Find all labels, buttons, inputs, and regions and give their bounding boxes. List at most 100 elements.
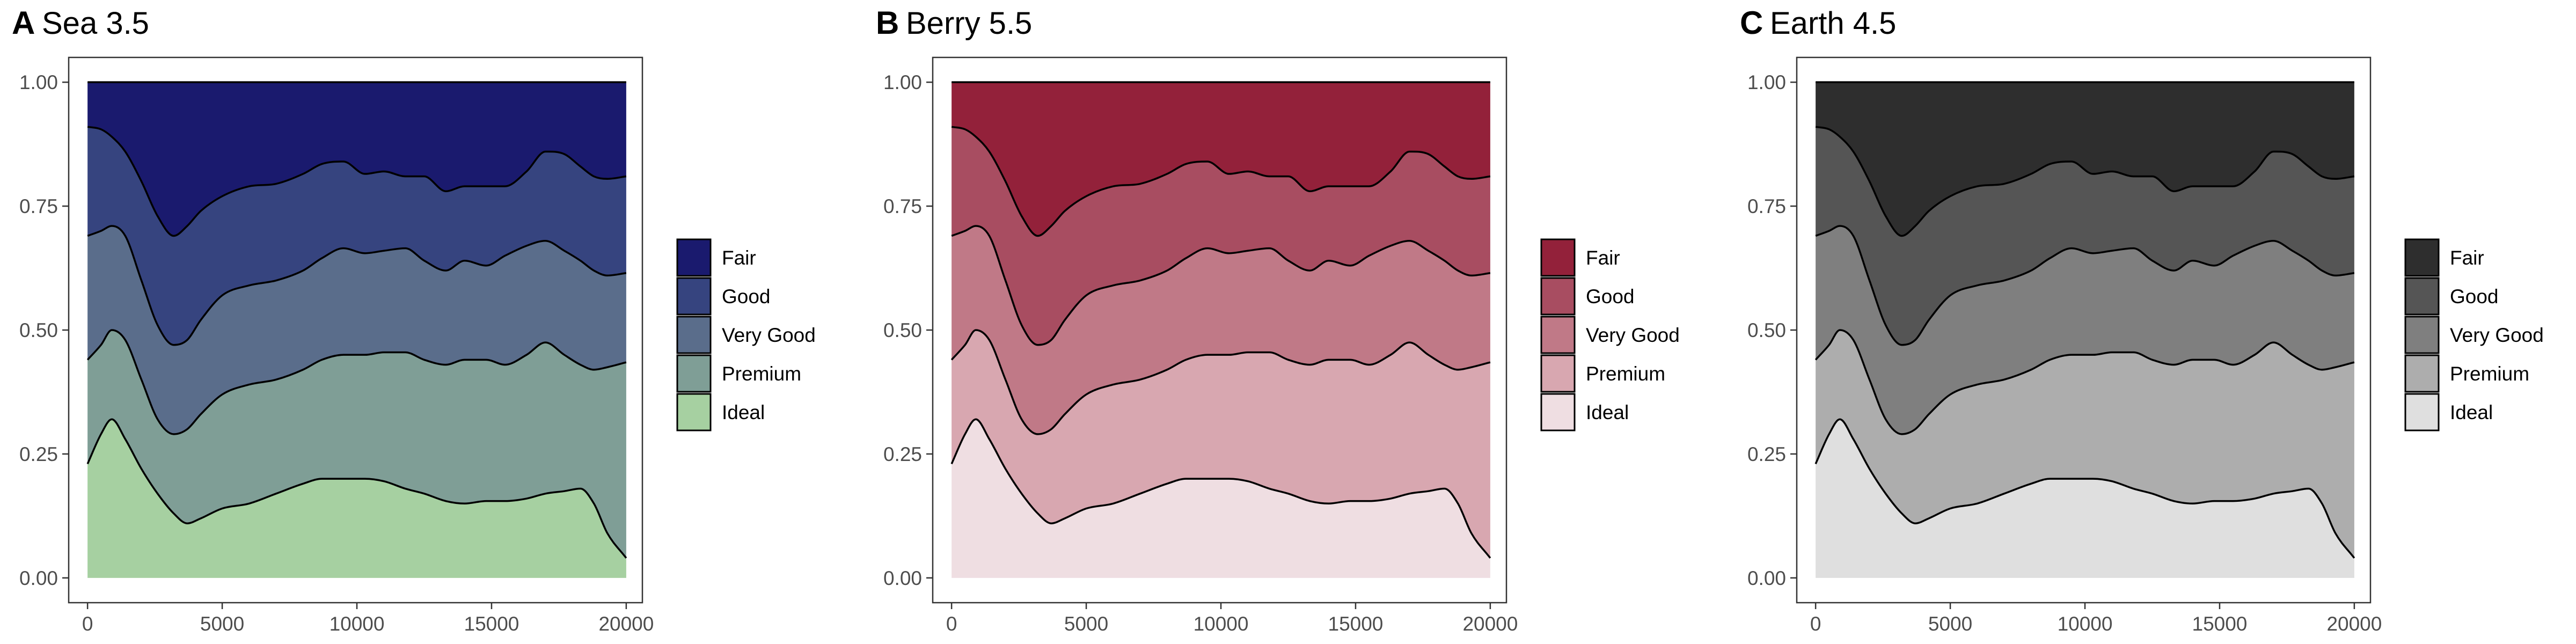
legend-label: Premium xyxy=(722,363,801,385)
legend-label: Premium xyxy=(2450,363,2529,385)
boundary-line-premium xyxy=(1814,329,2355,435)
boundary-line-good xyxy=(951,126,1491,237)
legend-label: Fair xyxy=(2450,247,2484,269)
boundary-line-very-good xyxy=(951,225,1491,346)
x-tick-label: 5000 xyxy=(1928,613,1972,635)
area-very-good xyxy=(952,226,1490,434)
legend: Fair Good Very Good Premium Ideal xyxy=(1540,238,1680,431)
x-tick-label: 10000 xyxy=(330,613,385,635)
legend-key-very-good xyxy=(676,316,712,354)
y-tick-label: 0.00 xyxy=(19,567,58,589)
area-ideal xyxy=(952,419,1490,578)
legend: Fair Good Very Good Premium Ideal xyxy=(676,238,816,431)
legend-label: Ideal xyxy=(722,401,765,423)
legend: Fair Good Very Good Premium Ideal xyxy=(2404,238,2544,431)
y-tick-label: 0.75 xyxy=(1747,195,1786,217)
legend-label: Ideal xyxy=(1586,401,1629,423)
x-tick-label: 20000 xyxy=(598,613,654,635)
area-ideal xyxy=(87,419,626,578)
legend-key-very-good xyxy=(1540,316,1576,354)
panel-letter: A xyxy=(12,5,35,41)
boundary-line-good xyxy=(1815,126,2355,237)
x-tick-label: 10000 xyxy=(1194,613,1249,635)
y-tick-label: 1.00 xyxy=(883,71,922,93)
x-tick-label: 15000 xyxy=(2192,613,2248,635)
y-tick-label: 0.00 xyxy=(1747,567,1786,589)
legend-key-good xyxy=(676,277,712,316)
legend-key-very-good xyxy=(2404,316,2440,354)
panel-a: A Sea 3.5 0.00 0.25 0.50 0.75 1.00 0 5000 10000 15… xyxy=(12,5,816,635)
area-premium xyxy=(1816,330,2354,558)
legend-label: Premium xyxy=(1586,363,1665,385)
x-tick-label: 10000 xyxy=(2058,613,2113,635)
legend-key-ideal xyxy=(1540,393,1576,431)
legend-key-premium xyxy=(2404,354,2440,393)
panel-title: Berry 5.5 xyxy=(906,6,1032,41)
legend-label: Fair xyxy=(1586,247,1620,269)
x-tick-label: 0 xyxy=(1810,613,1821,635)
y-tick-label: 0.50 xyxy=(1747,319,1786,341)
boundary-line-very-good xyxy=(87,225,627,346)
legend-label: Good xyxy=(722,286,771,308)
panel-title: Earth 4.5 xyxy=(1770,6,1896,41)
panel-b: B Berry 5.5 0.00 0.25 0.50 0.75 1.00 0 5000 10000… xyxy=(876,5,1680,635)
area-fair xyxy=(1816,82,2354,236)
y-tick-label: 0.75 xyxy=(883,195,922,217)
area-very-good xyxy=(1816,226,2354,434)
legend-label: Good xyxy=(2450,286,2499,308)
y-tick-label: 1.00 xyxy=(19,71,58,93)
y-tick-label: 0.00 xyxy=(883,567,922,589)
legend-label: Fair xyxy=(722,247,756,269)
area-premium xyxy=(952,330,1490,558)
area-premium xyxy=(87,330,626,558)
boundary-line-very-good xyxy=(1815,225,2355,346)
panel-letter: B xyxy=(876,5,899,41)
boundary-line-premium xyxy=(950,329,1491,435)
area-very-good xyxy=(87,226,626,434)
y-tick-label: 0.50 xyxy=(19,319,58,341)
area-good xyxy=(1816,127,2354,345)
x-tick-label: 20000 xyxy=(2326,613,2382,635)
y-tick-label: 0.75 xyxy=(19,195,58,217)
legend-label: Very Good xyxy=(2450,324,2544,346)
legend-label: Very Good xyxy=(722,324,816,346)
y-tick-label: 0.25 xyxy=(19,443,58,465)
legend-key-ideal xyxy=(676,393,712,431)
legend-label: Good xyxy=(1586,286,1635,308)
area-ideal xyxy=(1816,419,2354,578)
y-tick-label: 1.00 xyxy=(1747,71,1786,93)
legend-label: Ideal xyxy=(2450,401,2493,423)
panel-title: Sea 3.5 xyxy=(42,6,149,41)
panel-c: C Earth 4.5 0.00 0.25 0.50 0.75 1.00 0 5000 10000… xyxy=(1740,5,2544,635)
boundary-line-good xyxy=(87,126,627,237)
area-good xyxy=(952,127,1490,345)
x-tick-label: 15000 xyxy=(1328,613,1384,635)
boundary-line-ideal xyxy=(86,418,627,559)
area-fair xyxy=(952,82,1490,236)
boundary-line-ideal xyxy=(950,418,1491,559)
x-tick-label: 15000 xyxy=(464,613,519,635)
x-tick-label: 20000 xyxy=(1462,613,1518,635)
legend-key-fair xyxy=(1540,238,1576,277)
x-tick-label: 0 xyxy=(82,613,93,635)
legend-label: Very Good xyxy=(1586,324,1680,346)
legend-key-premium xyxy=(676,354,712,393)
x-tick-label: 5000 xyxy=(1064,613,1108,635)
legend-key-premium xyxy=(1540,354,1576,393)
legend-key-good xyxy=(1540,277,1576,316)
boundary-line-ideal xyxy=(1814,418,2355,559)
y-tick-label: 0.25 xyxy=(1747,443,1786,465)
x-tick-label: 5000 xyxy=(200,613,244,635)
legend-key-ideal xyxy=(2404,393,2440,431)
panel-letter: C xyxy=(1740,5,1763,41)
area-good xyxy=(87,127,626,345)
legend-key-fair xyxy=(676,238,712,277)
y-tick-label: 0.25 xyxy=(883,443,922,465)
boundary-line-premium xyxy=(86,329,627,435)
y-tick-label: 0.50 xyxy=(883,319,922,341)
legend-key-good xyxy=(2404,277,2440,316)
legend-key-fair xyxy=(2404,238,2440,277)
area-fair xyxy=(87,82,626,236)
x-tick-label: 0 xyxy=(946,613,957,635)
